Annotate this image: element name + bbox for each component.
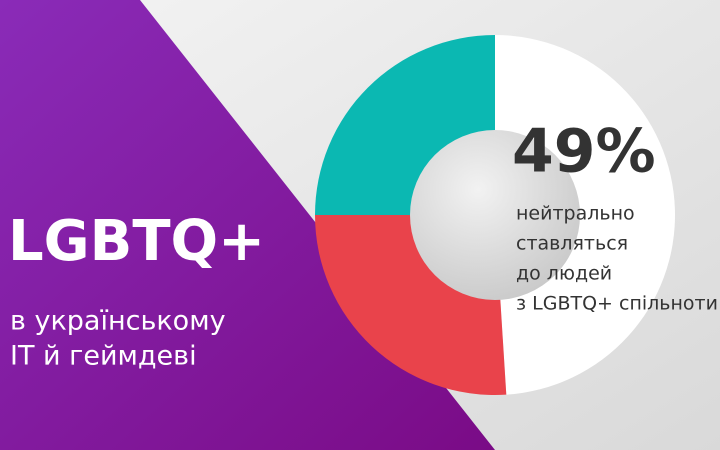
donut-hole (410, 130, 580, 300)
annotation-line: ставляться (516, 233, 628, 255)
chart-title: LGBTQ+ (8, 209, 265, 274)
chart-subtitle: IT й геймдеві (10, 341, 197, 372)
annotation-line: нейтрально (516, 203, 635, 225)
slice (495, 35, 676, 395)
annotation: нейтрально ставляться до людей з LGBTQ+ спі… (516, 203, 718, 315)
chart-subtitle: в українському (10, 306, 226, 337)
value-label: 49% (512, 117, 656, 187)
annotation-line: до людей (516, 263, 612, 285)
annotation-line: з LGBTQ+ спільноти (516, 293, 718, 315)
